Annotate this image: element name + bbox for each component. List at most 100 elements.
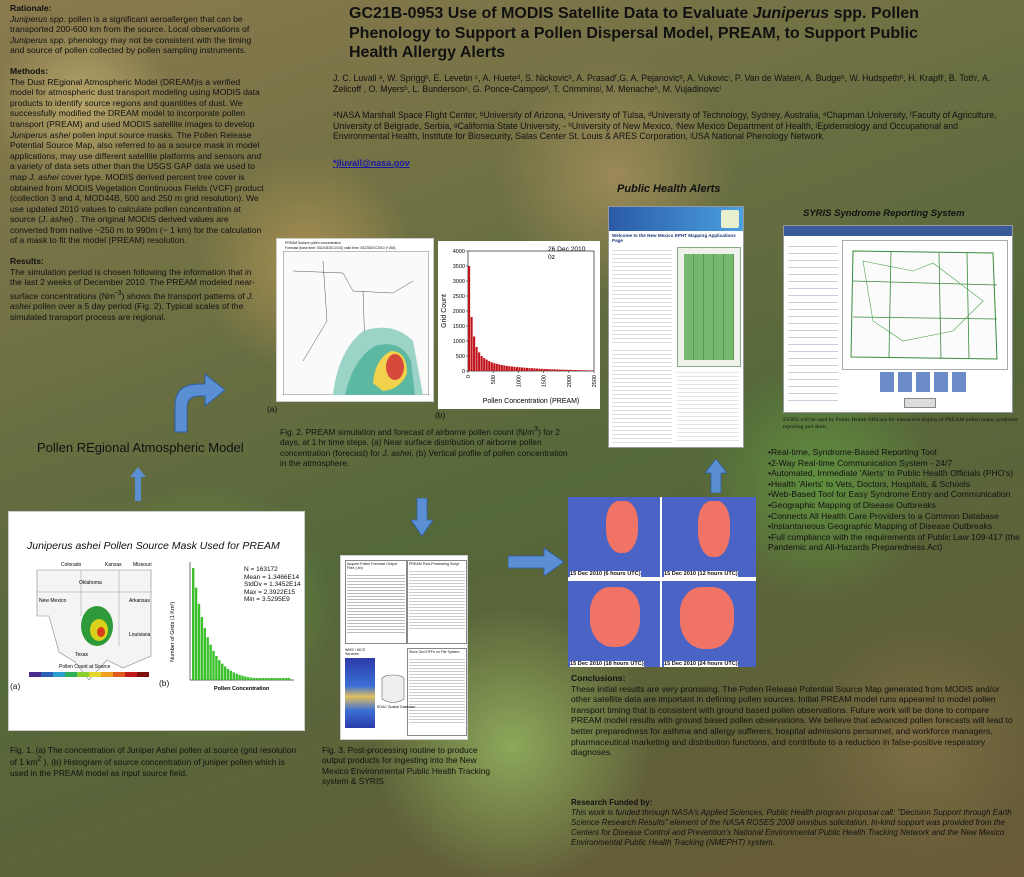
histogram-bar [470, 317, 473, 371]
histogram-bar [490, 362, 493, 371]
state-label: Texas [75, 652, 89, 658]
bullet-item: •Instantaneous Geographic Mapping of Dis… [768, 521, 993, 532]
histogram-bar [515, 367, 518, 371]
state-label: Louisiana [129, 632, 151, 638]
right-arrow-icon [508, 548, 564, 576]
state-label: Missouri [133, 562, 152, 568]
y-tick-label: 1000 [453, 339, 465, 345]
histogram-bar [588, 370, 592, 371]
database-icon [381, 674, 405, 703]
histogram-bar [500, 365, 503, 371]
flow-box-wms: WMS / WCS Services [345, 648, 375, 730]
histogram-bar [558, 369, 561, 371]
histogram-bar [505, 365, 508, 371]
histogram-bar [250, 677, 253, 680]
histogram-bar [578, 370, 581, 371]
histogram-bar [510, 366, 513, 371]
histogram-bar [508, 366, 511, 371]
syris-note: SYRIS will be used by Public Health Offi… [783, 417, 1018, 430]
histogram-bar [203, 628, 206, 680]
state-label: Colorado [61, 562, 82, 568]
histogram-bar [525, 367, 529, 371]
affiliations: ᵃNASA Marshall Space Flight Center, ᵇUni… [333, 110, 997, 142]
fig2-caption: Fig. 2. PREAM simulation and forecast of… [280, 426, 568, 469]
y-tick-label: 500 [456, 354, 465, 360]
histogram-bar [518, 367, 521, 371]
histogram-bar [586, 370, 589, 371]
y-tick-label: 1500 [453, 324, 465, 330]
histogram-bar [281, 678, 285, 680]
nm-map [677, 247, 741, 367]
up-arrow-icon [705, 459, 727, 493]
up-arrow-icon [130, 467, 146, 501]
histogram-bar [255, 678, 259, 680]
fig1-source-map: Colorado Kansas Missouri Oklahoma New Me… [19, 556, 159, 684]
syris-heading: SYRIS Syndrome Reporting System [803, 208, 965, 219]
state-label: Arkansas [129, 598, 150, 604]
fig1-title: Juniperus ashei Pollen Source Mask Used … [27, 540, 280, 552]
histogram-bar [221, 663, 224, 680]
histogram-bar [556, 369, 559, 371]
public-health-heading: Public Health Alerts [617, 183, 721, 195]
bullet-item: •Health 'Alerts' to Vets, Doctors, Hospi… [768, 478, 971, 489]
histogram-bar [498, 364, 501, 371]
histogram-bar [212, 650, 215, 680]
fig2-label-b: (b) [435, 410, 446, 420]
histogram-bar [536, 368, 539, 371]
histogram-bar [475, 347, 478, 371]
state-label: New Mexico [39, 598, 66, 604]
flow-box-acquire: Acquire Pollen Forecast Output Files (.t… [345, 560, 407, 644]
hist-ylabel: Number of Grids (1 Km²) [170, 602, 176, 662]
rationale-heading: Rationale: [10, 3, 52, 13]
histogram-bar [538, 368, 541, 371]
histogram-bar [571, 369, 574, 371]
histogram-bar [581, 370, 584, 371]
methods-text: The Dust REgional Atmospheric Model (DRE… [10, 76, 264, 246]
nm-epht-screenshot: Welcome to the New Mexico EPHT Mapping A… [608, 206, 744, 448]
email-link[interactable]: *jluvall@nasa.gov [333, 158, 410, 168]
bullet-item: •Real-time, Syndrome-Based Reporting Too… [768, 447, 937, 457]
histogram-bar [583, 370, 587, 371]
fig2-map [283, 251, 429, 395]
histogram-bar [523, 367, 526, 371]
chart-background [438, 241, 600, 409]
x-tick-label: 1000 [516, 375, 522, 387]
fig2-map-panel: PREAM Surface pollen concentration Forec… [276, 238, 434, 402]
histogram-bar [488, 361, 491, 371]
hist-xlabel: Pollen Concentration [214, 686, 270, 692]
flow-box-database: EDAC Spatial Database [377, 705, 416, 709]
funding-text: This work is funded through NASA's Appli… [571, 808, 1012, 847]
histogram-bar [548, 369, 551, 371]
histogram-bar [264, 678, 267, 680]
y-axis-label: Grid Count [441, 294, 448, 328]
forecast-map: 15 Dec 2010 (24 hours UTC) [662, 581, 756, 667]
fig1-caption: Fig. 1. (a) The concentration of Juniper… [10, 745, 297, 778]
conclusions: Conclusions: These initial results are v… [571, 673, 1015, 758]
x-axis-label: Pollen Concentration (PREAM) [483, 398, 580, 405]
flow-box-script: PREAM Post-Processing Script [407, 560, 467, 644]
syris-screenshot [783, 225, 1013, 413]
conclusions-heading: Conclusions: [571, 673, 626, 683]
fig1-label-b: (b) [159, 678, 170, 688]
histogram-bar [197, 603, 201, 680]
y-tick-label: 2500 [453, 294, 465, 300]
histogram-bar [279, 678, 282, 680]
histogram-bar [261, 678, 264, 680]
model-label: Pollen REgional Atmospheric Model [37, 440, 244, 455]
histogram-bar [513, 366, 516, 371]
x-tick-label: 2000 [567, 375, 573, 387]
methods-heading: Methods: [10, 65, 49, 76]
y-tick-label: 4000 [453, 249, 465, 255]
rationale-text: Juniperus spp. pollen is a significant a… [10, 13, 252, 56]
histogram-bar [563, 369, 566, 371]
histogram-bar [235, 673, 238, 680]
histogram-bar [238, 674, 241, 680]
funding-heading: Research Funded by: [571, 798, 653, 807]
histogram-bar [273, 678, 276, 680]
histogram-bar [520, 367, 524, 371]
histogram-bar [553, 369, 556, 371]
bullet-item: •Web-Based Tool for Easy Syndrome Entry … [768, 489, 1011, 500]
x-tick-label: 0 [466, 375, 472, 378]
portal-banner: Welcome to the New Mexico EPHT Mapping A… [612, 233, 736, 243]
down-arrow-icon [411, 498, 433, 536]
